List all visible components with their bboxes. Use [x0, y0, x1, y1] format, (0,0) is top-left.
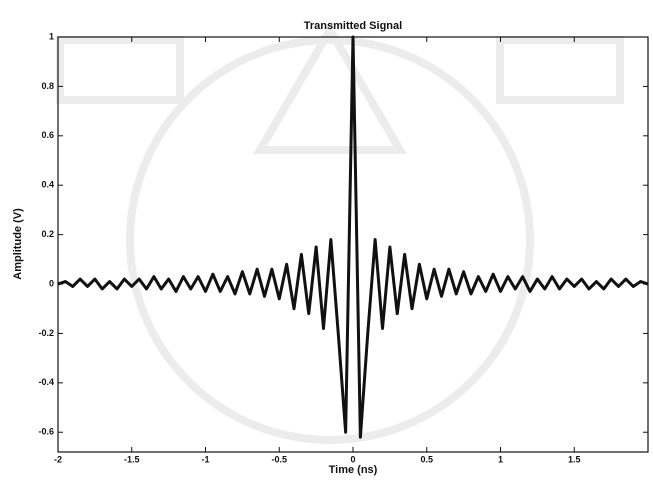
x-tick-label: -0.5 [271, 454, 287, 464]
x-tick-label: 0.5 [420, 454, 433, 464]
y-tick-label: -0.6 [38, 427, 54, 437]
y-tick-label: -0.2 [38, 328, 54, 338]
x-axis-label: Time (ns) [329, 464, 378, 476]
page: Transmitted Signal Time (ns) Amplitude (… [0, 0, 653, 481]
y-axis-label: Amplitude (V) [12, 208, 24, 280]
y-tick-label: 1 [49, 31, 54, 41]
x-tick-label: -1.5 [124, 454, 140, 464]
chart: Transmitted Signal Time (ns) Amplitude (… [0, 0, 653, 481]
chart-title: Transmitted Signal [304, 20, 402, 32]
y-tick-label: -0.4 [38, 377, 54, 387]
x-tick-label: -1 [201, 454, 209, 464]
x-tick-label: 1 [498, 454, 503, 464]
y-tick-label: 0.6 [41, 130, 54, 140]
x-tick-label: 0 [350, 454, 355, 464]
y-tick-label: 0.2 [41, 229, 54, 239]
y-tick-label: 0 [49, 278, 54, 288]
watermark [60, 30, 620, 440]
y-tick-label: 0.4 [41, 180, 54, 190]
x-tick-label: 1.5 [568, 454, 581, 464]
y-tick-label: 0.8 [41, 81, 54, 91]
x-tick-label: -2 [54, 454, 62, 464]
